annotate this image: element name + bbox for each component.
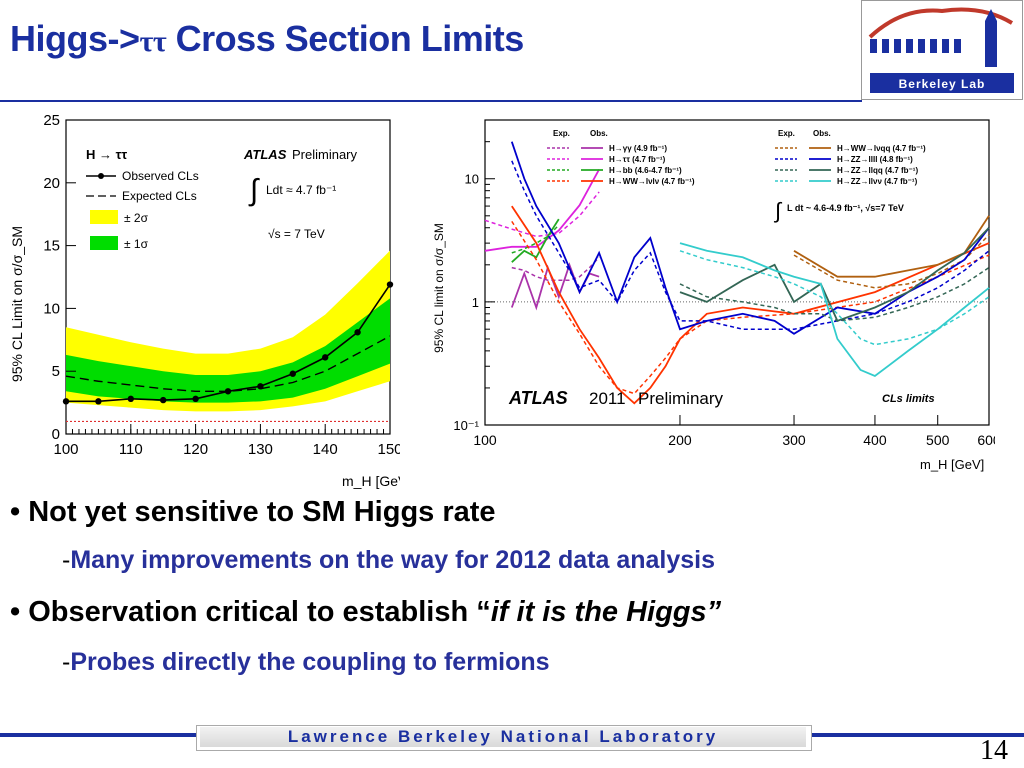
chart2-x-axis-label: m_H [GeV] [920,457,984,472]
chart1-observed-point [354,329,361,336]
chart1-lumi-label: Ldt ≈ 4.7 fb⁻¹ [266,183,336,197]
chart1-legend-process: H → ττ [86,147,127,162]
bullet-2: • Observation critical to establish “if … [10,596,722,628]
chart1-legend-2sigma-swatch [90,210,118,224]
chart2-legend-exp-header-right: Exp. [778,129,795,138]
chart1-preliminary-label: Preliminary [292,147,358,162]
chart2-preliminary-label: Preliminary [638,389,724,408]
page-number: 14 [980,735,1008,766]
chart2-series-expected-0 [511,256,600,281]
chart1-atlas-label: ATLAS [243,147,287,162]
chart2-legend-exp-header-left: Exp. [553,129,570,138]
chart2-series-observed-4 [793,215,990,278]
chart1-observed-point [257,383,264,390]
chart1-y-tick-label: 10 [43,300,60,317]
chart1-legend-observed: Observed CLs [122,169,199,183]
chart1-y-axis-label: 95% CL Limit on σ/σ_SM [9,226,25,382]
bullet-1: • Not yet sensitive to SM Higgs rate [10,496,496,528]
chart2-x-tick-label: 200 [668,432,692,448]
chart2-series-observed-5 [510,141,990,335]
chart2-lumi-label: L dt ~ 4.6-4.9 fb⁻¹, √s=7 TeV [787,203,904,213]
chart2-y-tick-label: 10 [465,172,479,187]
chart2-series-observed-3 [511,205,990,405]
subbullet-2: -Probes directly the coupling to fermion… [62,648,550,676]
chart2-series-expected-7 [679,250,990,346]
chart2-y-tick-label: 1 [472,295,479,310]
chart2-legend-label: H→ZZ→llqq (4.7 fb⁻¹) [837,166,918,175]
chart1-legend-2sigma: ± 2σ [124,211,149,225]
chart2-frame [484,119,990,426]
chart2-series-expected-1 [484,191,600,238]
chart2-legend-label: H→ττ (4.7 fb⁻¹) [609,155,666,164]
page-title: Higgs->ττ Cross Section Limits [10,18,524,59]
subbullet-1: -Many improvements on the way for 2012 d… [62,546,716,574]
chart2-atlas-label: ATLAS [508,388,568,408]
title-separator [0,100,862,102]
chart2-x-tick-label: 500 [926,432,950,448]
chart2-legend-label: H→bb (4.6-4.7 fb⁻¹) [609,166,682,175]
chart1-y-tick-label: 5 [52,363,60,380]
chart1-observed-point [386,281,394,288]
chart2-series-observed-6 [679,227,990,323]
chart1-x-tick-label: 110 [119,441,143,458]
chart2-method-label: CLs limits [882,393,935,405]
chart2-legend-label: H→WW→lνqq (4.7 fb⁻¹) [837,144,926,153]
chart1-observed-point [62,398,70,405]
chart1-y-tick-label: 0 [52,426,60,443]
chart1-integral-sign: ∫ [248,174,260,207]
chart2-legend-obs-header-left: Obs. [590,129,608,138]
chart2-series-expected-4 [793,234,990,289]
chart1-observed-point [95,398,102,405]
chart1-x-tick-label: 140 [313,441,338,458]
chart1-observed-point [160,396,167,404]
footer-lab-name: Lawrence Berkeley National Laboratory [200,727,806,747]
chart2-x-tick-label: 100 [473,432,497,448]
chart1-observed-point [289,370,296,377]
chart2-series-expected-5 [511,160,990,330]
chart1-x-tick-label: 150 [377,441,400,458]
chart2-integral-sign: ∫ [773,198,783,223]
chart1-energy-label: √s = 7 TeV [268,227,325,241]
chart2-series-expected-6 [679,266,990,322]
chart2-legend-label: H→γγ (4.9 fb⁻¹) [609,144,667,153]
chart1-x-tick-label: 130 [248,441,273,458]
chart2-legend-label: H→ZZ→llνν (4.7 fb⁻¹) [837,177,918,186]
chart1-y-tick-label: 25 [43,112,60,129]
chart2-legend-label: H→ZZ→llll (4.8 fb⁻¹) [837,155,913,164]
chart1-observed-point [127,395,134,403]
chart2-year-label: 2011 [589,389,626,408]
h-tautau-limit-chart: 100 110 120 130 140 150 0 5 10 15 20 25 95% CL Limi… [9,112,400,489]
berkeley-lab-logo: Berkeley Lab [861,0,1023,100]
chart2-y-tick-label: 10⁻¹ [453,418,479,433]
chart1-observed-point [322,354,329,361]
chart2-series-expected-3 [511,220,990,395]
chart1-observed-point [224,388,232,395]
chart1-legend-observed-marker [98,173,104,179]
combined-limit-chart: 100 200 300 400 500 600 10⁻¹ 1 10 95% CL limit o… [432,119,995,472]
chart2-x-tick-label: 600 [977,432,995,448]
chart2-legend-label: H→WW→lνlν (4.7 fb⁻¹) [609,177,695,186]
chart1-x-tick-label: 120 [183,441,208,458]
chart1-observed-point [192,395,199,403]
chart1-legend-1sigma: ± 1σ [124,237,149,251]
chart1-y-tick-label: 15 [43,238,60,255]
chart1-x-tick-label: 100 [53,441,78,458]
chart2-x-tick-label: 400 [863,432,887,448]
chart1-x-axis-label: m_H [GeV] [342,473,400,489]
chart2-legend-obs-header-right: Obs. [813,129,831,138]
chart1-legend-expected: Expected CLs [122,189,197,203]
chart2-series-observed-7 [679,242,990,378]
svg-text:Berkeley Lab: Berkeley Lab [899,77,986,91]
tau-tau-symbol: ττ [139,25,167,58]
chart2-y-axis-label: 95% CL limit on σ/σ_SM [432,223,446,353]
chart1-legend-1sigma-swatch [90,236,118,250]
chart2-x-tick-label: 300 [782,432,806,448]
chart1-y-tick-label: 20 [43,175,60,192]
